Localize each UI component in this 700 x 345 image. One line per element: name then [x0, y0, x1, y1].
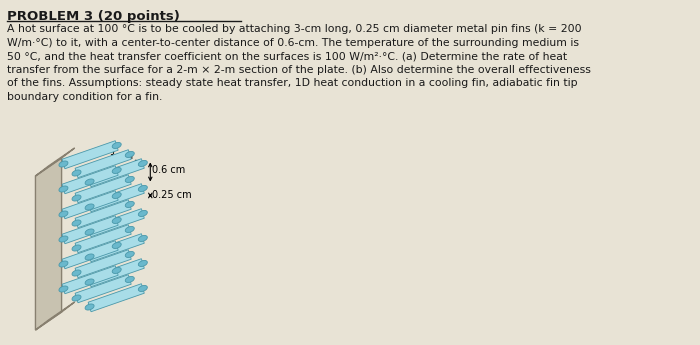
Text: 0.6 cm: 0.6 cm — [152, 165, 186, 175]
Text: A hot surface at 100 °C is to be cooled by attaching 3-cm long, 0.25 cm diameter: A hot surface at 100 °C is to be cooled … — [6, 24, 590, 102]
Ellipse shape — [139, 210, 147, 217]
Ellipse shape — [139, 260, 147, 266]
Ellipse shape — [139, 285, 147, 292]
Ellipse shape — [59, 211, 68, 217]
Polygon shape — [88, 234, 144, 262]
Ellipse shape — [125, 201, 134, 207]
Ellipse shape — [125, 226, 134, 233]
Ellipse shape — [125, 176, 134, 183]
Ellipse shape — [72, 245, 81, 251]
Text: 0.25 cm: 0.25 cm — [152, 190, 192, 200]
Polygon shape — [62, 241, 118, 269]
Ellipse shape — [112, 267, 121, 274]
Text: PROBLEM 3 (20 points): PROBLEM 3 (20 points) — [6, 10, 179, 23]
Polygon shape — [62, 166, 118, 194]
Ellipse shape — [85, 254, 94, 260]
Ellipse shape — [72, 295, 81, 301]
Polygon shape — [88, 209, 144, 237]
Ellipse shape — [72, 220, 81, 226]
Polygon shape — [62, 141, 118, 169]
Polygon shape — [36, 158, 62, 330]
Polygon shape — [75, 200, 131, 228]
Text: 3 cm: 3 cm — [108, 151, 133, 161]
Ellipse shape — [72, 170, 81, 176]
Ellipse shape — [59, 161, 68, 167]
Ellipse shape — [112, 167, 121, 174]
Ellipse shape — [72, 270, 81, 276]
Ellipse shape — [59, 186, 68, 192]
Ellipse shape — [72, 195, 81, 201]
Ellipse shape — [125, 151, 134, 158]
Ellipse shape — [59, 286, 68, 292]
Polygon shape — [62, 216, 118, 244]
Ellipse shape — [59, 236, 68, 242]
Polygon shape — [75, 175, 131, 203]
Ellipse shape — [85, 204, 94, 210]
Polygon shape — [36, 148, 75, 176]
Polygon shape — [36, 302, 75, 330]
Polygon shape — [62, 191, 118, 219]
Polygon shape — [75, 275, 131, 303]
Polygon shape — [62, 266, 118, 294]
Ellipse shape — [125, 276, 134, 283]
Ellipse shape — [85, 304, 94, 310]
Polygon shape — [88, 159, 144, 187]
Ellipse shape — [139, 235, 147, 242]
Ellipse shape — [85, 179, 94, 185]
Polygon shape — [88, 259, 144, 287]
Ellipse shape — [112, 243, 121, 248]
Polygon shape — [88, 184, 144, 212]
Ellipse shape — [59, 261, 68, 267]
Polygon shape — [75, 150, 131, 178]
Ellipse shape — [139, 160, 147, 167]
Ellipse shape — [112, 217, 121, 224]
Ellipse shape — [139, 185, 147, 191]
Polygon shape — [75, 250, 131, 278]
Ellipse shape — [112, 193, 121, 198]
Ellipse shape — [85, 229, 94, 235]
Polygon shape — [88, 284, 144, 312]
Ellipse shape — [125, 252, 134, 257]
Polygon shape — [75, 225, 131, 253]
Ellipse shape — [112, 142, 121, 148]
Ellipse shape — [85, 279, 94, 285]
